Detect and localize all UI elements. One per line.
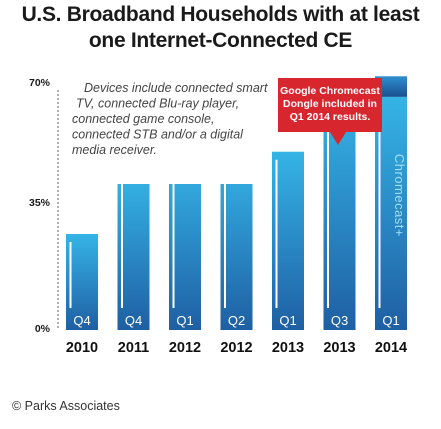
callout-pointer — [330, 132, 346, 145]
callout-line: Dongle included in — [283, 98, 377, 110]
bar-quarter-label: Q4 — [73, 313, 90, 328]
note-line: connected game console, — [72, 112, 214, 126]
x-tick-year: 2012 — [169, 340, 201, 356]
x-tick-year: 2011 — [118, 340, 149, 356]
stacked-segment-label: Chromecast+ — [392, 154, 407, 237]
note-background — [64, 78, 260, 184]
x-tick-year: 2013 — [272, 340, 304, 356]
note-line: connected STB and/or a digital — [72, 128, 244, 142]
callout-line: Google Chromecast — [280, 85, 380, 97]
y-tick-label: 70% — [29, 77, 51, 89]
x-tick-year: 2012 — [220, 340, 252, 356]
callout-background — [278, 78, 382, 132]
bar-quarter-label: Q2 — [228, 313, 245, 328]
y-tick-label: 0% — [35, 323, 51, 335]
bar-quarter-label: Q3 — [331, 313, 348, 328]
x-tick-year: 2014 — [375, 340, 407, 356]
bar-quarter-label: Q1 — [382, 313, 399, 328]
y-axis-ticks: 0% 35% 70% — [29, 77, 51, 335]
chart-title-line2: one Internet-Connected CE — [88, 29, 353, 52]
callout-line: Q1 2014 results. — [290, 111, 371, 123]
bar-quarter-label: Q4 — [125, 313, 142, 328]
bar-quarter-label: Q1 — [279, 313, 296, 328]
note-line: TV, connected Blu-ray player, — [76, 97, 239, 111]
chart-title: U.S. Broadband Households with at least … — [0, 2, 441, 54]
chart-title-line1: U.S. Broadband Households with at least — [21, 3, 420, 26]
chart-note: Devices include connected smart TV, conne… — [64, 78, 268, 184]
x-tick-year: 2010 — [66, 340, 98, 356]
x-axis-labels: 2010 2011 2012 2012 2013 2013 2014 — [66, 340, 407, 356]
source-footnote: © Parks Associates — [12, 399, 120, 413]
bar-stacked-segment — [375, 76, 407, 97]
note-line: Devices include connected smart — [84, 81, 268, 95]
note-line: media receiver. — [72, 143, 157, 157]
bar-quarter-label: Q1 — [176, 313, 193, 328]
y-tick-label: 35% — [29, 197, 51, 209]
bars: Q4 Q4 Q1 Q2 Q1 Q3 Chromecast+ Q1 — [66, 76, 407, 330]
x-tick-year: 2013 — [323, 340, 355, 356]
